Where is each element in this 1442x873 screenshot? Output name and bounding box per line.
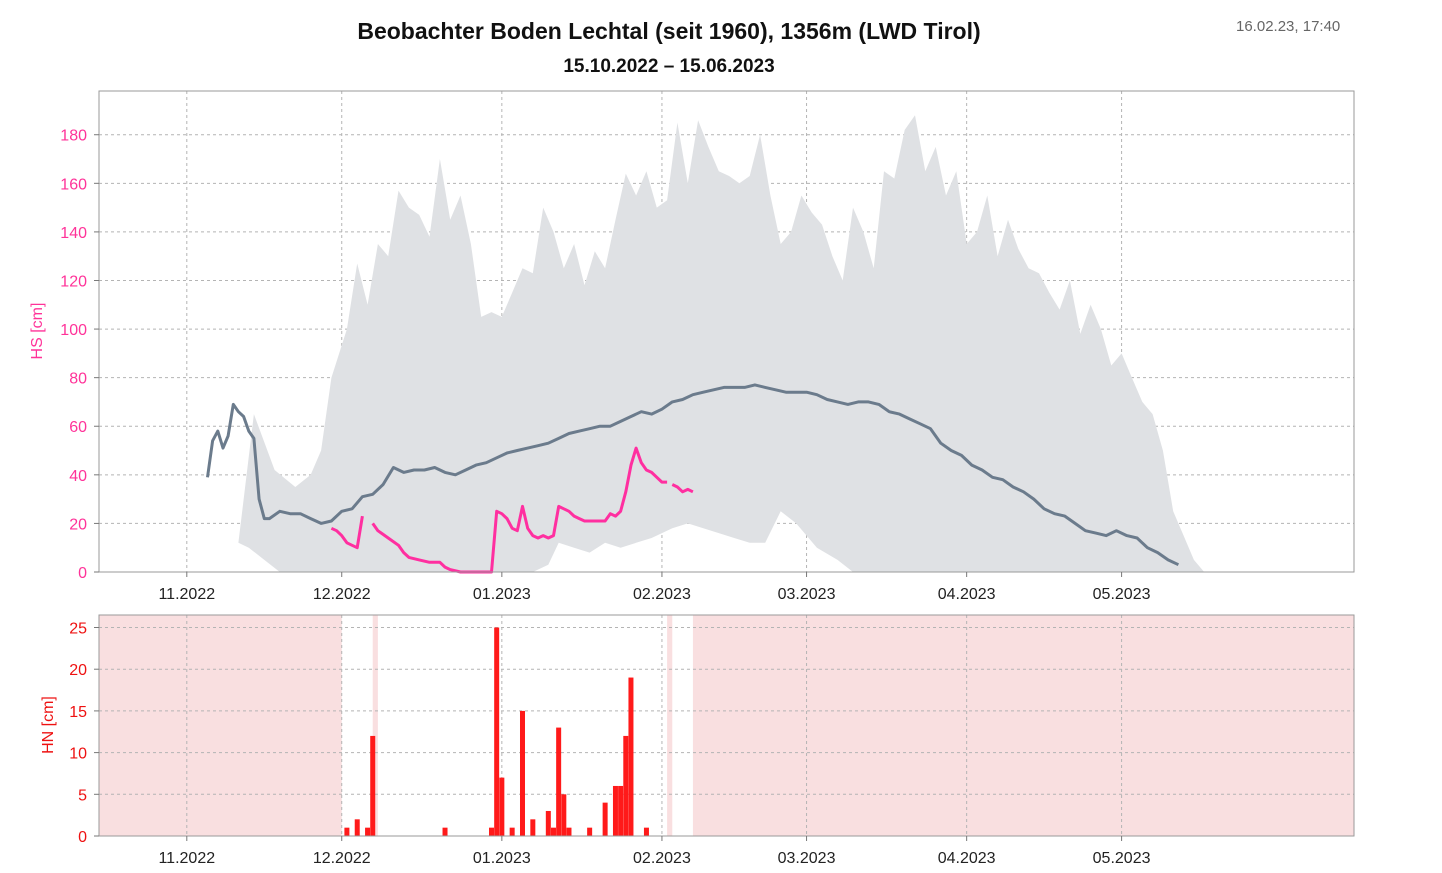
hs-x-tick-label: 03.2023 — [778, 586, 836, 603]
hn-bar — [489, 827, 495, 836]
hs-y-tick-label: 0 — [78, 565, 87, 582]
hs-panel: 0 20 40 60 80 100 120 140 160 180 11.2022 12.2022 0… — [29, 90, 1355, 603]
hs-x-tick-label: 04.2023 — [938, 586, 996, 603]
hs-median-line — [206, 383, 1180, 567]
hn-x-tick-label: 04.2023 — [938, 850, 996, 867]
hs-current-season-segment — [330, 515, 364, 550]
chart-title: Beobachter Boden Lechtal (seit 1960), 13… — [357, 18, 981, 44]
hn-bar — [354, 819, 360, 836]
hs-range-band — [212, 115, 1205, 573]
hn-no-data-band — [99, 615, 342, 836]
hs-y-axis-ticks: 0 20 40 60 80 100 120 140 160 180 — [60, 128, 99, 582]
hn-x-tick-label: 01.2023 — [473, 850, 531, 867]
hn-bar — [561, 794, 567, 836]
hn-bar — [566, 827, 572, 836]
hs-plot-frame — [98, 90, 1355, 573]
hn-y-axis-ticks: 0 5 10 15 20 25 — [69, 621, 99, 846]
hn-bar — [509, 827, 515, 836]
hn-bar — [550, 827, 556, 836]
hn-no-data-shading — [99, 615, 1354, 836]
chart-date-range: 15.10.2022 – 15.06.2023 — [563, 56, 775, 77]
hn-y-tick-label: 10 — [69, 746, 87, 763]
hn-bar — [612, 785, 618, 836]
hn-panel: 0 5 10 15 20 25 11.2022 12.2022 01.2023 02.2023 0… — [40, 614, 1355, 867]
hn-y-axis-label: HN [cm] — [40, 696, 57, 754]
hn-y-tick-label: 25 — [69, 621, 87, 638]
hn-bar — [365, 827, 371, 836]
hn-bar — [643, 827, 649, 836]
hs-x-tick-label: 11.2022 — [158, 586, 215, 603]
hs-x-tick-label: 05.2023 — [1093, 586, 1151, 603]
hn-bar — [628, 677, 634, 836]
hs-y-tick-label: 80 — [69, 371, 87, 388]
hn-grid — [99, 615, 1354, 836]
hs-current-season-segment — [671, 483, 694, 494]
hn-bar — [556, 727, 562, 836]
hn-y-tick-label: 15 — [69, 704, 87, 721]
hs-y-tick-label: 180 — [60, 128, 87, 145]
hs-y-tick-label: 40 — [69, 468, 87, 485]
hn-x-tick-label: 03.2023 — [778, 850, 836, 867]
hs-current-season-line — [330, 446, 694, 574]
hs-x-tick-label: 01.2023 — [473, 586, 531, 603]
hs-y-axis-label: HS [cm] — [29, 303, 46, 360]
hn-x-axis-ticks: 11.2022 12.2022 01.2023 02.2023 03.2023 04.20… — [158, 836, 1151, 867]
hn-no-data-band — [692, 615, 1354, 836]
hn-bar — [587, 827, 593, 836]
hn-bar — [519, 710, 525, 836]
hn-bar — [370, 735, 376, 836]
hs-y-tick-label: 140 — [60, 225, 87, 242]
hn-bar — [602, 802, 608, 836]
hs-current-season-segment — [371, 446, 668, 574]
hs-y-tick-label: 120 — [60, 273, 87, 290]
timestamp: 16.02.23, 17:40 — [1236, 18, 1341, 35]
hs-y-tick-label: 160 — [60, 176, 87, 193]
hn-x-tick-label: 11.2022 — [158, 850, 215, 867]
hs-y-tick-label: 20 — [69, 516, 87, 533]
hn-no-data-band — [667, 615, 673, 836]
hn-y-tick-label: 20 — [69, 662, 87, 679]
hs-y-tick-label: 60 — [69, 419, 87, 436]
hn-bar — [344, 827, 350, 836]
hs-x-axis-ticks: 11.2022 12.2022 01.2023 02.2023 03.2023 04.20… — [158, 572, 1151, 603]
hn-bar — [530, 819, 536, 836]
hn-bar — [618, 785, 624, 836]
hn-x-tick-label: 02.2023 — [633, 850, 691, 867]
hn-bar — [499, 777, 505, 836]
hn-bar — [494, 627, 500, 836]
hs-x-tick-label: 12.2022 — [313, 586, 371, 603]
hn-bar — [623, 735, 629, 836]
hn-y-tick-label: 0 — [78, 829, 87, 846]
hs-x-tick-label: 02.2023 — [633, 586, 691, 603]
hn-x-tick-label: 05.2023 — [1093, 850, 1151, 867]
hn-bar — [442, 827, 448, 836]
hn-no-data-band — [372, 615, 378, 836]
hn-plot-frame — [98, 614, 1355, 837]
hn-bar — [545, 810, 551, 836]
hn-y-tick-label: 5 — [78, 787, 87, 804]
hs-y-tick-label: 100 — [60, 322, 87, 339]
hn-x-tick-label: 12.2022 — [313, 850, 371, 867]
hn-bars — [344, 627, 649, 836]
